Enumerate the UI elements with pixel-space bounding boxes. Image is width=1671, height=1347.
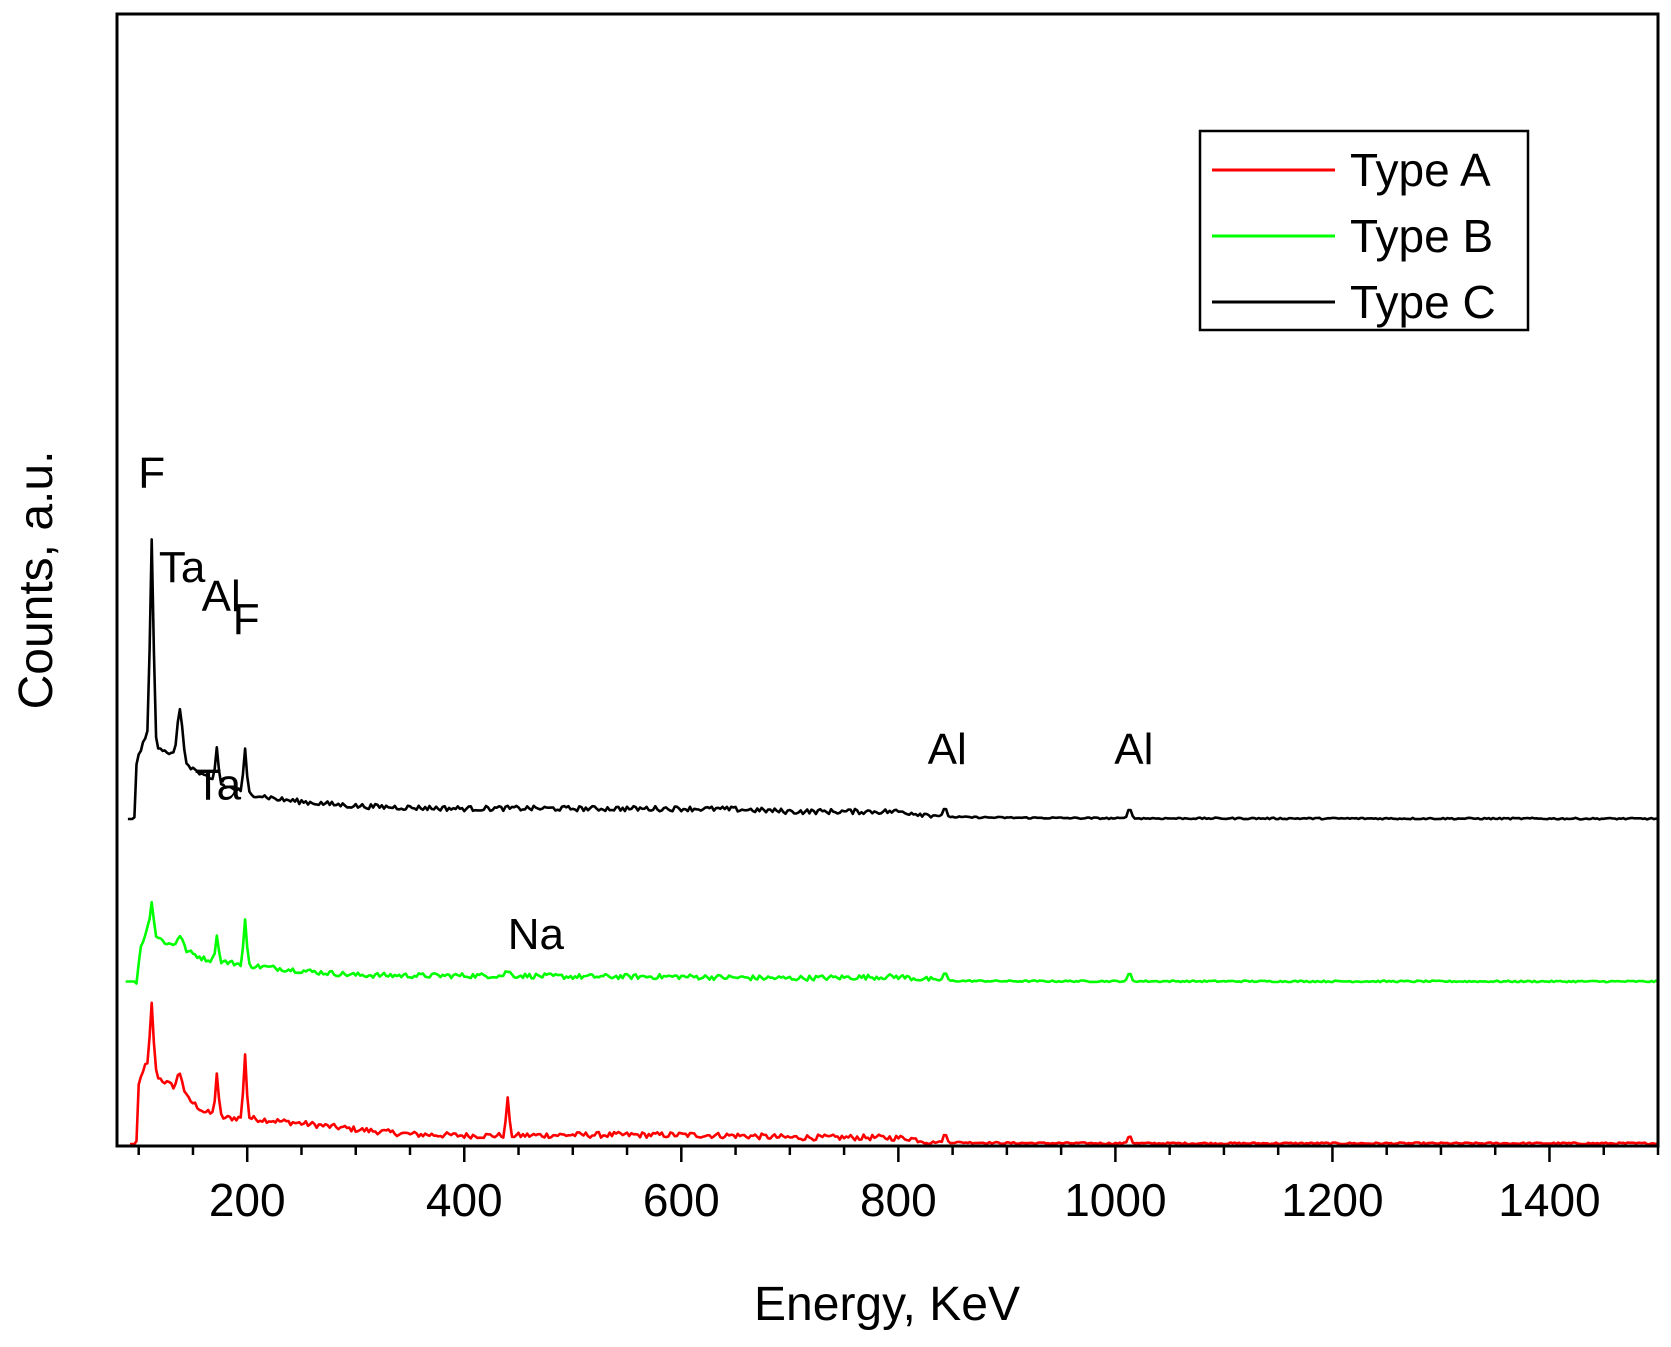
peak-label: F xyxy=(233,595,260,644)
x-tick-label: 1000 xyxy=(1064,1174,1166,1226)
peak-label: Al xyxy=(1114,725,1153,774)
legend-label-type-a: Type A xyxy=(1350,144,1491,196)
legend-label-type-c: Type C xyxy=(1350,276,1496,328)
x-tick-label: 400 xyxy=(426,1174,503,1226)
series-layer xyxy=(125,538,1659,1146)
peak-label: Ta xyxy=(159,543,206,592)
x-axis: 200 400 600 800 1000 1200 1400 xyxy=(137,1146,1660,1226)
legend-box xyxy=(1198,129,1530,332)
peak-label: Na xyxy=(508,910,565,959)
x-tick-label: 200 xyxy=(209,1174,286,1226)
peak-label: Ta xyxy=(195,761,242,810)
peak-label: Al xyxy=(202,572,241,621)
x-tick-label: 1400 xyxy=(1498,1174,1600,1226)
y-axis-title: Counts, a.u. xyxy=(10,451,63,710)
x-tick-label: 800 xyxy=(860,1174,937,1226)
peak-label: Al xyxy=(928,725,967,774)
x-tick-label: 1200 xyxy=(1281,1174,1383,1226)
series-line-type-a xyxy=(130,1001,1659,1146)
x-axis-title: Energy, KeV xyxy=(754,1278,1020,1331)
peak-label: F xyxy=(138,449,165,498)
legend: Type A Type B Type C xyxy=(1198,129,1530,332)
series-line-type-c xyxy=(127,538,1659,821)
series-line-type-b xyxy=(125,900,1659,985)
legend-label-type-b: Type B xyxy=(1350,210,1493,262)
plot-frame xyxy=(115,12,1660,1148)
x-tick-label: 600 xyxy=(643,1174,720,1226)
